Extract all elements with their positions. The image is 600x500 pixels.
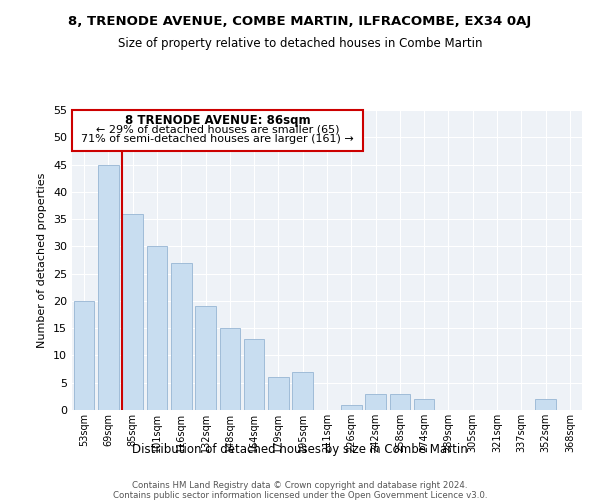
- Bar: [195, 306, 216, 410]
- Bar: [365, 394, 386, 410]
- Bar: [74, 301, 94, 410]
- Text: Contains public sector information licensed under the Open Government Licence v3: Contains public sector information licen…: [113, 491, 487, 500]
- Text: 71% of semi-detached houses are larger (161) →: 71% of semi-detached houses are larger (…: [82, 134, 354, 144]
- Bar: [268, 378, 289, 410]
- Text: Contains HM Land Registry data © Crown copyright and database right 2024.: Contains HM Land Registry data © Crown c…: [132, 481, 468, 490]
- Y-axis label: Number of detached properties: Number of detached properties: [37, 172, 47, 348]
- Bar: [389, 394, 410, 410]
- Text: Size of property relative to detached houses in Combe Martin: Size of property relative to detached ho…: [118, 38, 482, 51]
- Bar: [292, 372, 313, 410]
- Bar: [341, 404, 362, 410]
- Bar: [171, 262, 191, 410]
- Bar: [535, 399, 556, 410]
- Text: Distribution of detached houses by size in Combe Martin: Distribution of detached houses by size …: [132, 442, 468, 456]
- Bar: [244, 339, 265, 410]
- Text: 8, TRENODE AVENUE, COMBE MARTIN, ILFRACOMBE, EX34 0AJ: 8, TRENODE AVENUE, COMBE MARTIN, ILFRACO…: [68, 15, 532, 28]
- Bar: [146, 246, 167, 410]
- Bar: [414, 399, 434, 410]
- Text: ← 29% of detached houses are smaller (65): ← 29% of detached houses are smaller (65…: [96, 124, 340, 134]
- Bar: [220, 328, 240, 410]
- Bar: [98, 164, 119, 410]
- Text: 8 TRENODE AVENUE: 86sqm: 8 TRENODE AVENUE: 86sqm: [125, 114, 311, 127]
- Bar: [122, 214, 143, 410]
